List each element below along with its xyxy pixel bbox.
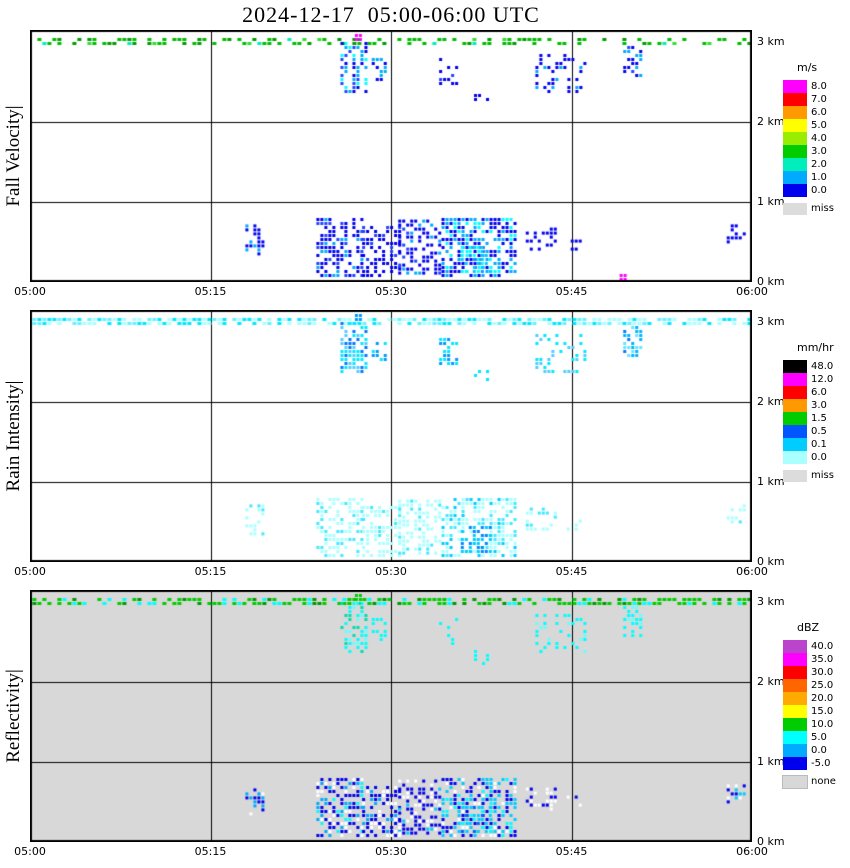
reflectivity-colorbar-unit: dBZ xyxy=(797,621,820,634)
rain-intensity-x-tick: 06:00 xyxy=(736,565,768,578)
rain-intensity-colorbar-label: 6.0 xyxy=(811,387,827,398)
rain-intensity-height-tick: 3 km xyxy=(757,315,785,328)
rain-intensity-x-tick: 05:00 xyxy=(14,565,46,578)
rain-intensity-x-tick: 05:15 xyxy=(194,565,227,578)
fall-velocity-colorbar-label: 0.0 xyxy=(811,185,827,196)
reflectivity-x-tick: 05:45 xyxy=(555,845,588,858)
reflectivity-colorbar-label: 5.0 xyxy=(811,732,827,743)
reflectivity-height-tick: 3 km xyxy=(757,595,785,608)
reflectivity-height-tick: 1 km xyxy=(757,755,785,768)
reflectivity-x-tick: 05:15 xyxy=(194,845,227,858)
reflectivity-colorbar-cell xyxy=(783,679,807,692)
fall-velocity-x-tick: 05:30 xyxy=(375,285,407,298)
rain-intensity-height-tick: 2 km xyxy=(757,395,785,408)
rain-intensity-colorbar-label: 0.1 xyxy=(811,439,827,450)
reflectivity-colorbar-missing xyxy=(782,775,808,789)
rain-intensity-colorbar-label: 0.0 xyxy=(811,452,827,463)
reflectivity-colorbar-cell xyxy=(783,705,807,718)
rain-intensity-x-tick: 05:30 xyxy=(375,565,407,578)
rain-intensity-height-tick: 1 km xyxy=(757,475,785,488)
rain-intensity-colorbar-missing-label: miss xyxy=(811,470,834,481)
rain-intensity-colorbar-cell xyxy=(783,386,807,399)
fall-velocity-colorbar-cell xyxy=(783,145,807,158)
chart-title: 2024-12-17 05:00-06:00 UTC xyxy=(242,2,540,27)
rain-intensity-colorbar-label: 0.5 xyxy=(811,426,827,437)
rain-intensity-height-tick: 0 km xyxy=(757,555,785,568)
rain-intensity-axis-label: Rain Intensity| xyxy=(3,380,24,492)
reflectivity-colorbar-label: 25.0 xyxy=(811,680,834,691)
fall-velocity-x-tick: 05:45 xyxy=(555,285,588,298)
fall-velocity-colorbar-cell xyxy=(783,80,807,93)
rain-intensity-colorbar-cell xyxy=(783,373,807,386)
reflectivity-colorbar-cell xyxy=(783,666,807,679)
reflectivity-height-tick: 0 km xyxy=(757,835,785,848)
rain-intensity-colorbar-missing xyxy=(783,470,807,482)
fall-velocity-colorbar-cell xyxy=(783,171,807,184)
rain-intensity-colorbar-label: 12.0 xyxy=(811,374,834,385)
reflectivity-plot xyxy=(30,590,752,842)
reflectivity-colorbar-cell xyxy=(783,731,807,744)
reflectivity-colorbar-cell xyxy=(783,744,807,757)
reflectivity-colorbar-cell xyxy=(783,653,807,666)
fall-velocity-colorbar-missing-label: miss xyxy=(811,203,834,214)
fall-velocity-colorbar-label: 6.0 xyxy=(811,107,827,118)
fall-velocity-height-tick: 3 km xyxy=(757,35,785,48)
fall-velocity-height-tick: 0 km xyxy=(757,275,785,288)
reflectivity-colorbar-label: 30.0 xyxy=(811,667,834,678)
fall-velocity-colorbar-label: 2.0 xyxy=(811,159,827,170)
reflectivity-colorbar-cell xyxy=(783,757,807,770)
reflectivity-colorbar-cell xyxy=(783,640,807,653)
fall-velocity-height-tick: 2 km xyxy=(757,115,785,128)
rain-intensity-colorbar-cell xyxy=(783,425,807,438)
reflectivity-x-tick: 05:30 xyxy=(375,845,407,858)
rain-intensity-colorbar-cell xyxy=(783,451,807,464)
fall-velocity-colorbar-label: 5.0 xyxy=(811,120,827,131)
rain-intensity-colorbar-unit: mm/hr xyxy=(797,341,834,354)
reflectivity-colorbar-label: 15.0 xyxy=(811,706,834,717)
rain-intensity-colorbar-label: 3.0 xyxy=(811,400,827,411)
fall-velocity-colorbar-cell xyxy=(783,184,807,197)
fall-velocity-colorbar-cell xyxy=(783,106,807,119)
reflectivity-colorbar-label: 10.0 xyxy=(811,719,834,730)
reflectivity-colorbar-label: 20.0 xyxy=(811,693,834,704)
fall-velocity-colorbar-label: 3.0 xyxy=(811,146,827,157)
rain-intensity-plot xyxy=(30,310,752,562)
fall-velocity-colorbar-label: 8.0 xyxy=(811,81,827,92)
fall-velocity-colorbar-cell xyxy=(783,119,807,132)
rain-intensity-x-tick: 05:45 xyxy=(555,565,588,578)
fall-velocity-colorbar-missing xyxy=(783,203,807,215)
fall-velocity-colorbar-label: 7.0 xyxy=(811,94,827,105)
reflectivity-colorbar-missing-label: none xyxy=(811,776,836,787)
reflectivity-colorbar-label: 0.0 xyxy=(811,745,827,756)
fall-velocity-colorbar-cell xyxy=(783,132,807,145)
fall-velocity-x-tick: 05:15 xyxy=(194,285,227,298)
fall-velocity-colorbar-cell xyxy=(783,158,807,171)
rain-intensity-colorbar-cell xyxy=(783,438,807,451)
fall-velocity-axis-label: Fall Velocity| xyxy=(3,105,24,207)
rain-intensity-colorbar-label: 48.0 xyxy=(811,361,834,372)
fall-velocity-plot xyxy=(30,30,752,282)
fall-velocity-colorbar-cell xyxy=(783,93,807,106)
rain-intensity-colorbar-cell xyxy=(783,399,807,412)
reflectivity-x-tick: 06:00 xyxy=(736,845,768,858)
rain-intensity-colorbar-cell xyxy=(783,412,807,425)
reflectivity-height-tick: 2 km xyxy=(757,675,785,688)
reflectivity-colorbar-label: 40.0 xyxy=(811,641,834,652)
rain-intensity-colorbar-label: 1.5 xyxy=(811,413,827,424)
fall-velocity-colorbar-unit: m/s xyxy=(797,61,818,74)
reflectivity-colorbar-label: -5.0 xyxy=(811,758,831,769)
reflectivity-x-tick: 05:00 xyxy=(14,845,46,858)
rain-intensity-colorbar-cell xyxy=(783,360,807,373)
fall-velocity-x-tick: 05:00 xyxy=(14,285,46,298)
fall-velocity-x-tick: 06:00 xyxy=(736,285,768,298)
fall-velocity-colorbar-label: 1.0 xyxy=(811,172,827,183)
reflectivity-colorbar-cell xyxy=(783,692,807,705)
fall-velocity-height-tick: 1 km xyxy=(757,195,785,208)
reflectivity-axis-label: Reflectivity| xyxy=(3,669,24,763)
reflectivity-colorbar-cell xyxy=(783,718,807,731)
reflectivity-colorbar-label: 35.0 xyxy=(811,654,834,665)
fall-velocity-colorbar-label: 4.0 xyxy=(811,133,827,144)
